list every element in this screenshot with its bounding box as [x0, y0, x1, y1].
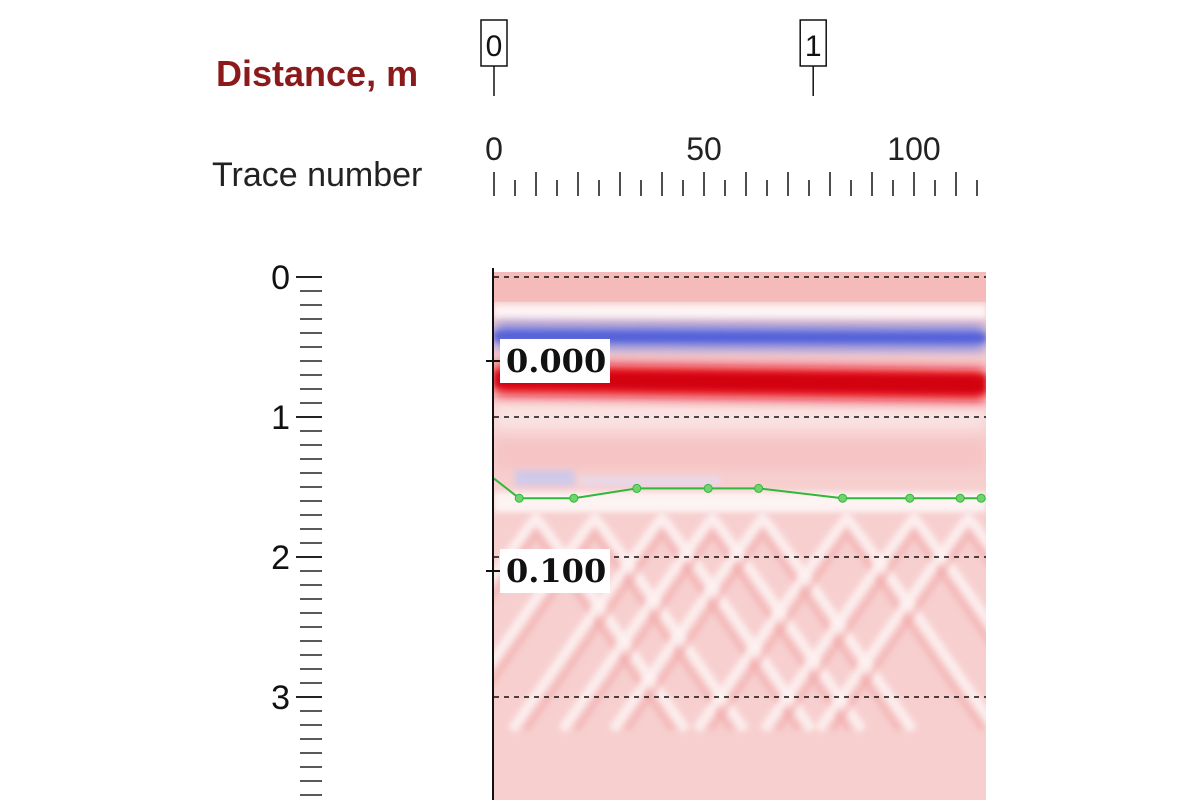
texture-white-band: [494, 492, 986, 512]
diffraction-hyperbola-shadow: [523, 528, 801, 732]
time-label-background: [500, 339, 610, 383]
horizon-point: [754, 483, 764, 493]
time-label: 0.100: [486, 549, 610, 593]
diffraction-hyperbola-shadow: [494, 528, 675, 732]
distance-marker-label: 1: [805, 30, 822, 63]
horizon-point: [703, 483, 713, 493]
texture-mid-band: [494, 440, 986, 470]
depth-tick-label: 3: [271, 679, 290, 717]
texture-blue-patch: [515, 470, 575, 486]
horizon-line: [494, 477, 982, 500]
depth-tick-label: 2: [271, 539, 290, 577]
trace-tick-label: 0: [485, 131, 503, 167]
radargram-texture: [494, 272, 986, 512]
trace-number-ruler: 0 50 100: [485, 131, 978, 196]
diffraction-hyperbolas: [494, 510, 986, 733]
diffraction-hyperbola: [814, 510, 986, 733]
horizon-point: [838, 493, 848, 503]
reflection-bands: [494, 323, 986, 402]
diffraction-hyperbola-shadow: [494, 528, 734, 732]
texture-white-gap: [494, 305, 986, 319]
diffraction-hyperbola: [494, 510, 691, 733]
texture-light-band: [494, 400, 986, 430]
trace-tick-label: 50: [686, 131, 722, 167]
texture-lilac-patch: [580, 476, 720, 486]
horizon-point: [955, 493, 965, 503]
distance-marker: 1: [799, 19, 827, 96]
trace-number-axis-label: Trace number: [212, 156, 422, 194]
diffraction-hyperbola: [759, 510, 986, 733]
diffraction-hyperbola: [494, 510, 749, 733]
radargram-image: [494, 272, 986, 800]
time-label: 0.000: [486, 339, 610, 383]
depth-ruler: 0 1 2 3: [271, 259, 322, 796]
depth-tick-label: 1: [271, 399, 290, 437]
time-label-text: 0.100: [506, 552, 606, 590]
time-labels: 0.000 0.100: [486, 339, 610, 593]
distance-marker-box: [799, 19, 827, 67]
distance-axis-label: Distance, m: [216, 53, 418, 94]
horizon-point: [632, 483, 642, 493]
reflection-band-negative-core: [494, 331, 986, 342]
trace-tick-label: 100: [887, 131, 940, 167]
diffraction-hyperbola-shadow: [708, 528, 986, 732]
reflection-band-positive-core: [494, 371, 986, 394]
diffraction-hyperbola: [507, 510, 817, 733]
diffraction-hyperbola: [692, 510, 986, 733]
horizon-point: [976, 493, 986, 503]
time-label-text: 0.000: [506, 342, 606, 380]
picked-horizon: [494, 477, 986, 503]
time-label-background: [500, 549, 610, 593]
diffraction-hyperbola-shadow: [775, 528, 986, 732]
diffraction-hyperbola-shadow: [830, 528, 986, 732]
distance-marker: 0: [480, 19, 508, 96]
horizon-point: [569, 493, 579, 503]
distance-marker-label: 0: [486, 30, 503, 63]
depth-tick-label: 0: [271, 259, 290, 297]
horizon-point: [905, 493, 915, 503]
horizon-point: [514, 493, 524, 503]
